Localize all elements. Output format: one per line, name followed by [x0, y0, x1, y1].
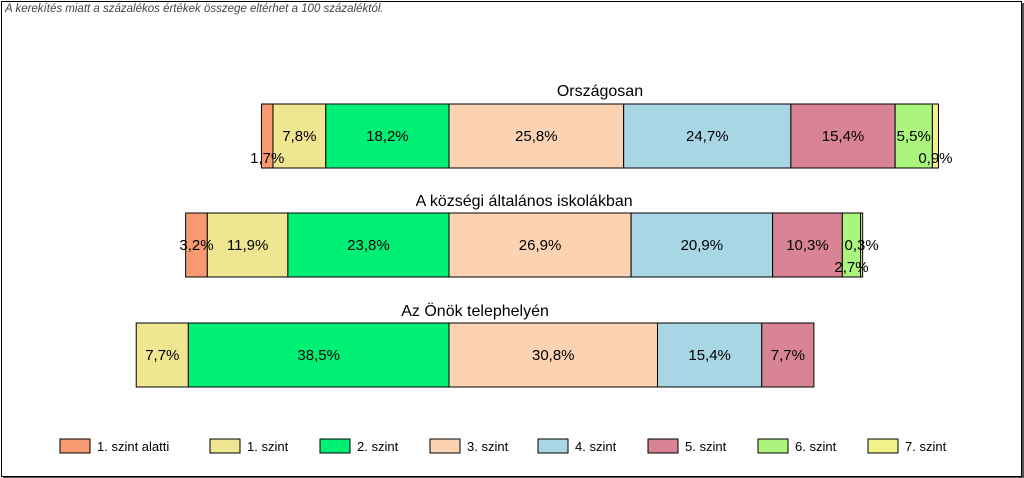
- bar-segment-3: [325, 103, 450, 169]
- data-label: 24,7%: [686, 128, 729, 145]
- data-label: 10,3%: [786, 237, 829, 254]
- bar-segment-5: [623, 103, 792, 169]
- data-label: 11,9%: [227, 237, 268, 254]
- data-label: 26,9%: [519, 237, 562, 254]
- group-title: Az Önök telephelyén: [401, 302, 549, 320]
- legend-swatch: [59, 438, 91, 454]
- legend-swatch: [647, 438, 679, 454]
- data-label: 15,4%: [688, 347, 731, 364]
- legend-swatch: [537, 438, 569, 454]
- legend-label: 1. szint alatti: [97, 439, 169, 454]
- data-label: 0,3%: [845, 237, 879, 254]
- data-label: 5,5%: [897, 128, 931, 145]
- data-label: 2,7%: [834, 259, 868, 276]
- data-label: 25,8%: [515, 128, 558, 145]
- group-title: A községi általános iskolákban: [416, 193, 633, 210]
- legend-swatch: [867, 438, 899, 454]
- data-label: 38,5%: [297, 347, 340, 364]
- legend-label: 7. szint: [905, 439, 947, 454]
- data-label: 0,9%: [918, 150, 952, 167]
- rounding-note: A kerekítés miatt a százalékos értékek ö…: [5, 3, 384, 15]
- bar-segment-2: [206, 212, 289, 278]
- data-label: 7,7%: [145, 347, 179, 364]
- bar-segment-8: [860, 212, 864, 278]
- data-label: 7,7%: [771, 347, 805, 364]
- data-label: 20,9%: [681, 237, 724, 254]
- data-label: 7,8%: [282, 128, 316, 145]
- legend-label: 5. szint: [685, 439, 727, 454]
- bar-segment-3: [187, 322, 450, 388]
- legend-label: 2. szint: [357, 439, 399, 454]
- legend-swatch: [429, 438, 461, 454]
- bar-segment-6: [761, 322, 815, 388]
- bar-segment-7: [894, 103, 933, 169]
- legend-swatch: [209, 438, 241, 454]
- legend-swatch: [319, 438, 351, 454]
- legend-label: 3. szint: [467, 439, 509, 454]
- bar-segment-3: [287, 212, 450, 278]
- data-label: 30,8%: [532, 347, 575, 364]
- legend-swatch: [757, 438, 789, 454]
- legend-label: 4. szint: [575, 439, 617, 454]
- legend-label: 6. szint: [795, 439, 837, 454]
- data-label: 23,8%: [347, 237, 390, 254]
- bar-segment-8: [931, 103, 939, 169]
- bar-segment-6: [790, 103, 896, 169]
- bar-segment-4: [448, 103, 625, 169]
- data-label: 3,2%: [179, 237, 213, 254]
- data-label: 15,4%: [822, 128, 865, 145]
- data-label: 18,2%: [366, 128, 409, 145]
- legend-label: 1. szint: [247, 439, 289, 454]
- data-label: 1,7%: [250, 150, 284, 167]
- bar-segment-5: [657, 322, 763, 388]
- bar-segment-5: [630, 212, 774, 278]
- bar-segment-6: [772, 212, 843, 278]
- group-title: Országosan: [557, 83, 643, 100]
